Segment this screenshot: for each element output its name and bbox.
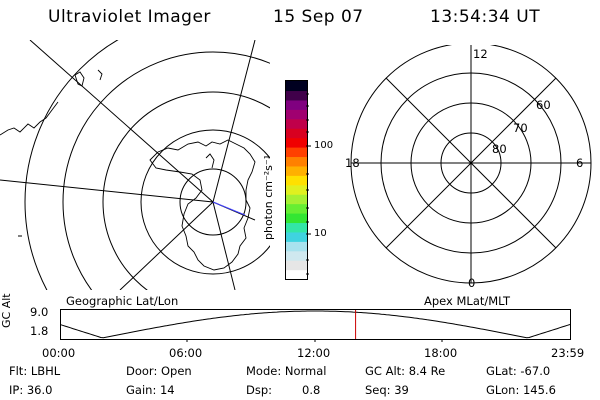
- colorbar-segment: [286, 222, 307, 233]
- mlat-label-80: 80: [492, 142, 507, 156]
- colorbar-segment: [286, 128, 307, 139]
- colorbar-segment: [286, 260, 307, 271]
- colorbar-segment: [286, 231, 307, 242]
- alt-ylabel: GC Alt: [0, 293, 13, 328]
- colorbar-segment: [286, 203, 307, 214]
- coastlines: [0, 69, 256, 271]
- colorbar-tick-100: 100: [314, 140, 334, 151]
- info-dsp-label: Dsp:: [246, 383, 273, 397]
- colorbar-segment: [286, 213, 307, 224]
- info-mode: Mode: Normal: [246, 364, 327, 378]
- lon-line: [119, 201, 214, 290]
- time-label: 13:54:34 UT: [430, 7, 541, 27]
- colorbar-segment: [286, 184, 307, 195]
- colorbar: [285, 80, 308, 280]
- colorbar-segment: [286, 269, 307, 279]
- info-dsp-value: 0.8: [302, 383, 321, 397]
- lat-circle: [24, 40, 119, 290]
- colorbar-segment: [286, 194, 307, 205]
- mlat-label-60: 60: [536, 98, 551, 112]
- alt-ytick-top: 9.0: [30, 305, 49, 319]
- colorbar-tick-10: 10: [314, 228, 327, 239]
- mlt-label-12: 12: [473, 47, 488, 61]
- altitude-plot: [60, 309, 571, 342]
- lon-line: [0, 179, 214, 203]
- mlt-line: [385, 77, 557, 249]
- polar-plot: 12 18 6 0 60 70 80: [345, 45, 592, 290]
- colorbar-segment: [286, 175, 307, 186]
- colorbar-segment: [286, 241, 307, 252]
- colorbar-unit-label: photon cm⁻²s⁻¹: [262, 154, 275, 240]
- colorbar-segment: [286, 90, 307, 101]
- colorbar-segment: [286, 81, 307, 92]
- lat-circle: [140, 129, 270, 275]
- geographic-map: [0, 40, 270, 290]
- altitude-curve: [60, 310, 571, 339]
- colorbar-segment: [286, 147, 307, 158]
- info-door: Door: Open: [126, 364, 192, 378]
- app-title: Ultraviolet Imager: [48, 7, 211, 27]
- colorbar-ticks: [306, 93, 311, 275]
- info-seq: Seq: 39: [365, 383, 409, 397]
- alt-xtick-2359: 23:59: [551, 346, 585, 360]
- colorbar-segment: [286, 156, 307, 167]
- geo-caption: Geographic Lat/Lon: [66, 294, 179, 308]
- alt-ytick-bottom: 1.8: [30, 324, 49, 338]
- colorbar-segment: [286, 250, 307, 261]
- info-glat: GLat: -67.0: [486, 364, 551, 378]
- colorbar-segment: [286, 165, 307, 176]
- alt-xtick-0000: 00:00: [42, 346, 76, 360]
- lat-circle: [62, 51, 270, 290]
- lon-line: [212, 40, 256, 203]
- alt-xtick-0600: 06:00: [169, 346, 203, 360]
- lon-line: [29, 40, 214, 203]
- info-glon: GLon: 145.6: [486, 383, 556, 397]
- mlt-label-18: 18: [345, 156, 360, 170]
- date-label: 15 Sep 07: [273, 7, 364, 27]
- colorbar-segment: [286, 99, 307, 110]
- alt-xtick-1800: 18:00: [424, 346, 458, 360]
- lat-circle: [179, 168, 247, 236]
- info-gain: Gain: 14: [126, 383, 175, 397]
- mlat-label-70: 70: [513, 121, 528, 135]
- colorbar-segment: [286, 137, 307, 148]
- track-line: [212, 201, 246, 216]
- lat-circle: [102, 91, 270, 290]
- polar-caption: Apex MLat/MLT: [424, 294, 511, 308]
- info-flt: Flt: LBHL: [9, 364, 61, 378]
- colorbar-segment: [286, 109, 307, 120]
- mlt-label-6: 6: [576, 156, 583, 170]
- lon-line: [212, 201, 236, 290]
- info-ip: IP: 36.0: [9, 383, 53, 397]
- mlt-label-0: 0: [468, 276, 475, 290]
- colorbar-segment: [286, 118, 307, 129]
- alt-xtick-1200: 12:00: [297, 346, 331, 360]
- info-gc-alt: GC Alt: 8.4 Re: [365, 364, 446, 378]
